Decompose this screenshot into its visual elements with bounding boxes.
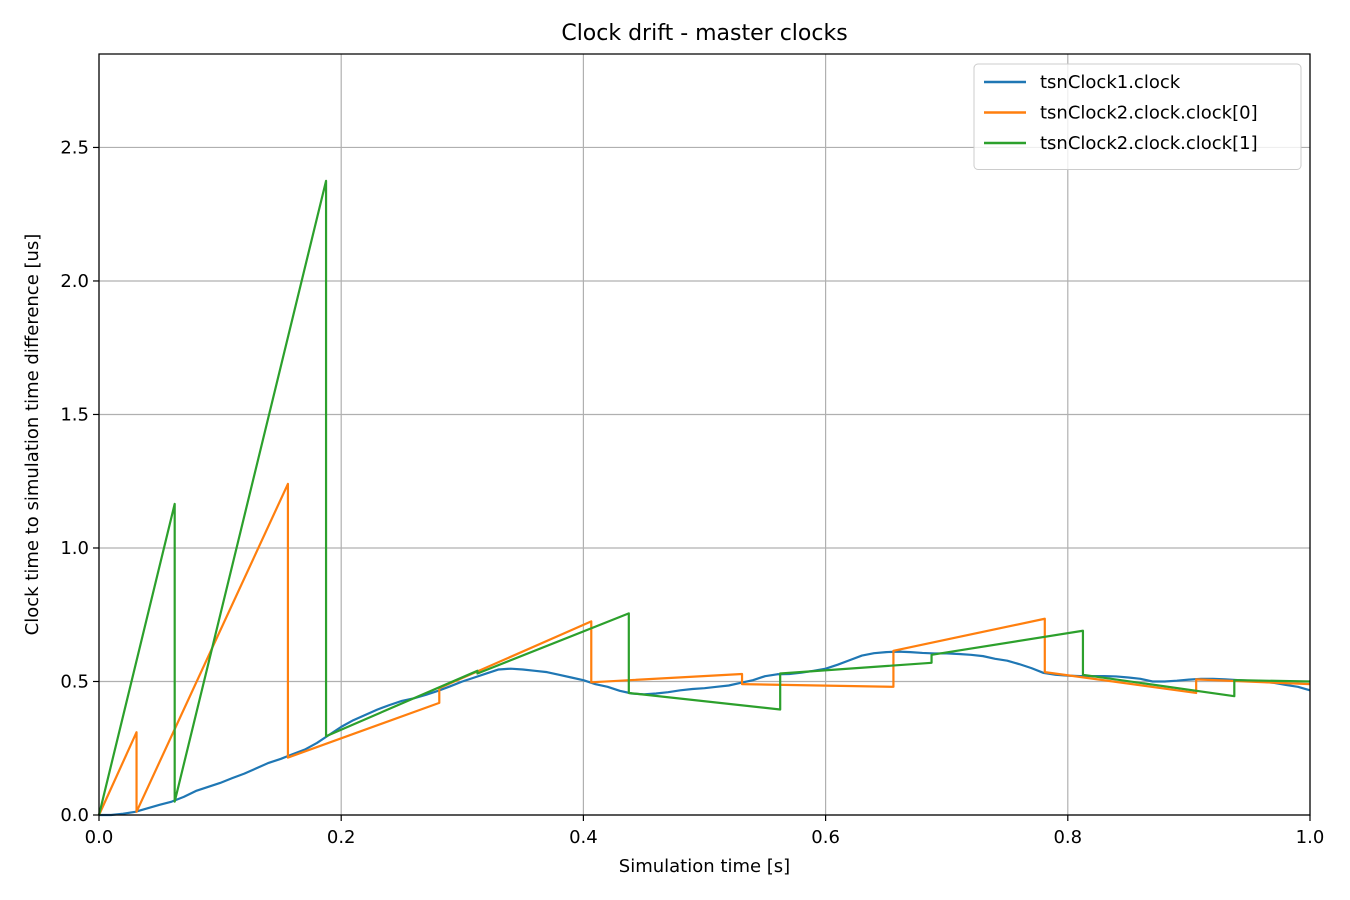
- x-tick-label: 1.0: [1296, 827, 1325, 848]
- y-tick-label: 2.5: [60, 137, 89, 158]
- y-tick-label: 1.5: [60, 404, 89, 425]
- legend-box: [973, 63, 1302, 170]
- legend-label-1: tsnClock1.clock: [1040, 72, 1181, 93]
- series-line-3: [97, 179, 1311, 816]
- series-line-1: [99, 650, 1311, 817]
- series-layer: [97, 179, 1311, 817]
- x-tick-label: 0.2: [327, 827, 356, 848]
- y-tick-label: 2.0: [60, 271, 89, 292]
- legend-label-3: tsnClock2.clock.clock[1]: [1040, 133, 1258, 154]
- x-tick-label: 0.4: [569, 827, 598, 848]
- series-line-2: [97, 482, 1311, 816]
- x-tick-label: 0.8: [1053, 827, 1082, 848]
- legend: tsnClock1.clock tsnClock2.clock.clock[0] t…: [973, 63, 1302, 170]
- y-axis-title: Clock time to simulation time difference…: [22, 234, 43, 636]
- y-tick-label: 0.0: [60, 805, 89, 826]
- y-tick-label: 1.0: [60, 538, 89, 559]
- legend-label-2: tsnClock2.clock.clock[0]: [1040, 103, 1258, 124]
- ticks: 0.0 0.2 0.4 0.6 0.8 1.0 0.0 0.5 1.0 1.5 2.0 2.5: [60, 137, 1324, 848]
- x-tick-label: 0.6: [811, 827, 840, 848]
- chart-title: Clock drift - master clocks: [561, 21, 847, 46]
- y-tick-label: 0.5: [60, 671, 89, 692]
- x-tick-label: 0.0: [85, 827, 114, 848]
- x-axis-title: Simulation time [s]: [619, 856, 790, 877]
- plot-frame: [98, 53, 1311, 816]
